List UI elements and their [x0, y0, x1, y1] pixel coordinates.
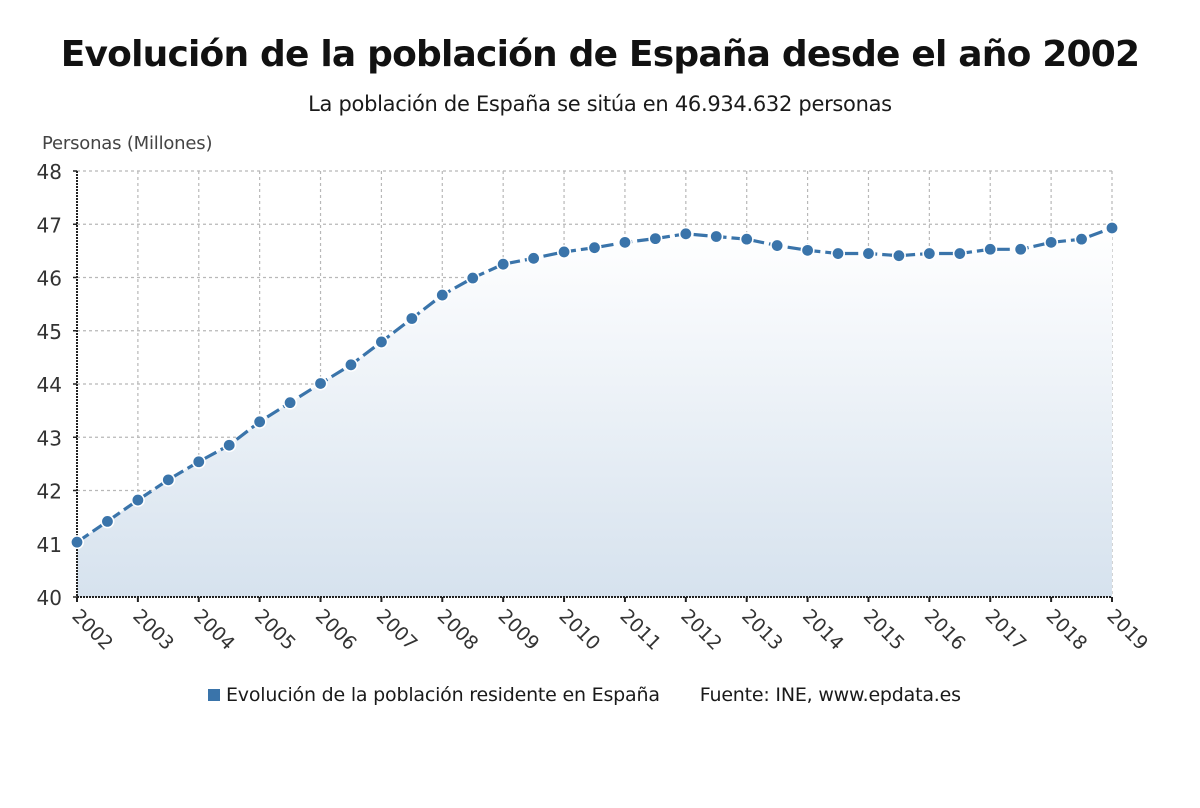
- area-fill: [77, 228, 1112, 597]
- data-point: [587, 240, 602, 255]
- data-point: [557, 244, 572, 259]
- y-tick-label: 47: [37, 213, 62, 237]
- y-tick-label: 44: [37, 373, 62, 397]
- y-tick-label: 41: [37, 533, 62, 557]
- data-point: [130, 493, 145, 508]
- x-tick-label: 2002: [67, 605, 117, 655]
- y-axis-label: Personas (Millones): [42, 133, 213, 154]
- data-point: [831, 246, 846, 261]
- data-point: [161, 472, 176, 487]
- x-tick-label: 2013: [737, 605, 787, 655]
- x-tick-label: 2003: [128, 605, 178, 655]
- axes: [73, 170, 1113, 602]
- x-tick-label: 2018: [1042, 605, 1092, 655]
- legend-label: Evolución de la población residente en E…: [226, 684, 660, 706]
- series-markers: [70, 220, 1120, 550]
- data-point: [526, 251, 541, 266]
- data-point: [100, 514, 115, 529]
- data-point: [283, 395, 298, 410]
- x-tick-label: 2010: [555, 605, 605, 655]
- data-point: [861, 246, 876, 261]
- data-point: [70, 535, 85, 550]
- data-point: [678, 226, 693, 241]
- data-point: [800, 243, 815, 258]
- data-point: [343, 357, 358, 372]
- data-point: [739, 232, 754, 247]
- data-point: [1074, 232, 1089, 247]
- x-tick-label: 2012: [676, 605, 726, 655]
- y-tick-label: 45: [37, 320, 62, 344]
- data-point: [313, 376, 328, 391]
- y-tick-label: 42: [37, 480, 62, 504]
- data-point: [617, 235, 632, 250]
- data-point: [709, 229, 724, 244]
- x-tick-label: 2008: [433, 605, 483, 655]
- data-point: [1013, 242, 1028, 257]
- y-tick-label: 40: [37, 586, 62, 610]
- x-tick-label: 2014: [798, 605, 848, 655]
- x-tick-labels: 2002 2003 2004 2005 2006 2007 2008 2009 2010 2011…: [67, 605, 1152, 655]
- chart-subtitle: La población de España se sitúa en 46.93…: [308, 92, 892, 116]
- data-point: [465, 271, 480, 286]
- y-tick-label: 43: [37, 426, 62, 450]
- x-tick-label: 2016: [920, 605, 970, 655]
- x-tick-label: 2006: [311, 605, 361, 655]
- data-point: [435, 288, 450, 303]
- data-point: [770, 238, 785, 253]
- data-point: [648, 231, 663, 246]
- x-tick-label: 2011: [615, 605, 665, 655]
- x-tick-label: 2009: [494, 605, 544, 655]
- chart-title: Evolución de la población de España desd…: [60, 34, 1140, 75]
- x-tick-label: 2007: [372, 605, 422, 655]
- data-point: [1105, 220, 1120, 235]
- source-label: Fuente: INE, www.epdata.es: [699, 684, 961, 706]
- data-point: [952, 246, 967, 261]
- y-tick-label: 48: [37, 160, 62, 184]
- data-point: [191, 454, 206, 469]
- x-tick-label: 2005: [250, 605, 300, 655]
- y-tick-labels: 40 41 42 43 44 45 46 47 48: [37, 160, 62, 610]
- data-point: [374, 334, 389, 349]
- data-point: [222, 438, 237, 453]
- data-point: [983, 242, 998, 257]
- data-point: [252, 414, 267, 429]
- x-tick-label: 2017: [981, 605, 1031, 655]
- x-tick-label: 2004: [189, 605, 239, 655]
- data-point: [496, 257, 511, 272]
- data-point: [922, 246, 937, 261]
- legend-swatch-icon: [208, 689, 220, 701]
- data-point: [891, 248, 906, 263]
- y-tick-label: 46: [37, 267, 62, 291]
- x-tick-label: 2019: [1102, 605, 1152, 655]
- legend: Evolución de la población residente en E…: [208, 684, 961, 706]
- data-point: [1044, 235, 1059, 250]
- data-point: [404, 311, 419, 326]
- x-tick-label: 2015: [859, 605, 909, 655]
